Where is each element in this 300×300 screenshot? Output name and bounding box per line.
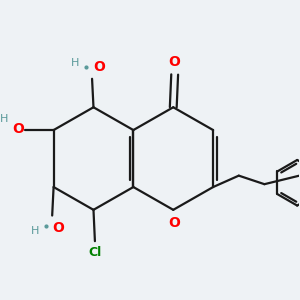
Text: H: H [0, 114, 8, 124]
Text: O: O [12, 122, 24, 136]
Text: Cl: Cl [88, 246, 101, 259]
Text: H: H [71, 58, 79, 68]
Text: H: H [31, 226, 39, 236]
Text: O: O [52, 221, 64, 235]
Text: O: O [169, 216, 181, 230]
Text: O: O [169, 56, 181, 69]
Text: O: O [93, 60, 105, 74]
